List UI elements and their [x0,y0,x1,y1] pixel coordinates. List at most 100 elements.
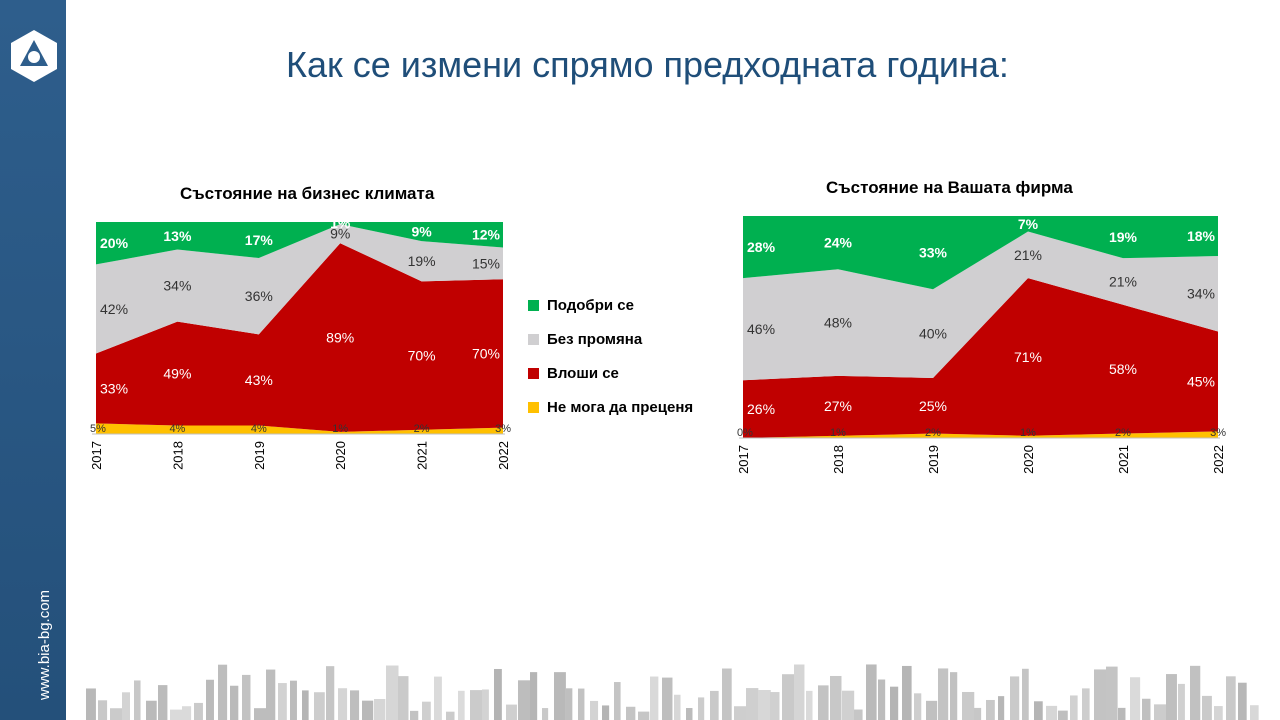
data-label-worse: 71% [1014,349,1042,365]
decor-bar [806,690,813,720]
decor-bar [722,668,732,720]
data-label-worse: 33% [100,380,128,396]
decor-bar [98,700,108,720]
decor-bar [1058,710,1068,720]
decor-bar [1250,705,1259,720]
decor-bar [1070,695,1078,720]
data-label-cannot-tell: 2% [925,427,941,439]
decor-bar [914,693,922,720]
decor-bar [602,705,610,720]
decor-bar [122,692,130,720]
legend-item-cannot-tell: Не мога да преценя [528,390,693,424]
data-label-improved: 9% [411,224,432,240]
decor-bar [1118,707,1126,720]
data-label-worse: 89% [326,330,354,346]
decor-bar [1034,701,1043,720]
decor-bar [674,694,681,720]
decor-bar [446,711,455,720]
data-label-worse: 26% [747,401,775,417]
decor-bar [686,708,693,720]
x-tick-label: 2021 [1116,445,1131,474]
data-label-cannot-tell: 3% [1210,427,1226,439]
area-improved [96,222,503,265]
x-tick-label: 2020 [1021,445,1036,474]
data-label-improved: 7% [1018,216,1039,232]
decor-bar [866,664,877,720]
decor-bar [398,676,409,720]
decor-bar [1046,705,1058,720]
decor-bar [494,668,502,720]
legend-label-unchanged: Без промяна [547,330,643,348]
data-label-improved: 1% [330,215,351,231]
decor-bar [710,690,719,720]
data-label-worse: 25% [919,398,947,414]
decor-bar [374,699,386,720]
data-label-cannot-tell: 1% [830,427,846,439]
decor-bar [1106,666,1118,720]
data-label-worse: 27% [824,398,852,414]
decor-bar [818,685,829,720]
decor-bar [530,672,538,720]
decor-bar [170,709,183,720]
x-tick-label: 2019 [926,445,941,474]
decor-bar [578,688,585,720]
legend-swatch-cannot-tell [528,401,539,413]
area-worse [743,278,1218,438]
decor-bar [1142,698,1151,720]
x-tick-label: 2019 [252,441,267,470]
decor-bar [362,700,374,720]
decor-bar [422,701,431,720]
decor-bar [1202,695,1212,720]
data-label-worse: 58% [1109,361,1137,377]
decor-bar [986,699,995,720]
decor-bar [782,674,795,720]
legend-swatch-improved [528,299,539,311]
decor-bar [134,680,141,720]
decor-bar [698,697,705,720]
data-label-worse: 70% [472,345,500,361]
decor-bar [206,679,214,720]
x-tick-label: 2020 [333,441,348,470]
decor-bar [110,708,123,720]
data-label-cannot-tell: 3% [495,423,511,435]
data-label-improved: 17% [245,232,274,248]
area-improved [743,216,1218,290]
legend-swatch-worse [528,367,539,379]
legend-swatch-unchanged [528,333,539,345]
decor-bar [1166,674,1177,720]
decor-bar [86,688,96,720]
data-label-cannot-tell: 1% [332,423,348,435]
decor-bar [1154,704,1167,720]
decor-bar [194,702,203,720]
decor-bar [254,708,267,720]
data-label-worse: 70% [408,348,436,364]
data-label-unchanged: 36% [245,288,273,304]
data-label-improved: 19% [1109,229,1138,245]
decor-bar [1178,683,1185,720]
data-label-worse: 43% [245,372,273,388]
data-label-improved: 28% [747,239,776,255]
x-tick-label: 2018 [170,441,185,470]
decor-bar [242,674,251,720]
decor-bar [1238,682,1247,720]
data-label-cannot-tell: 5% [90,423,106,435]
x-tick-label: 2017 [89,441,104,470]
data-label-unchanged: 15% [472,255,500,271]
x-tick-label: 2022 [496,441,511,470]
decor-bar [770,692,780,720]
decor-bar [638,711,650,720]
decor-bar [614,682,621,720]
data-label-cannot-tell: 2% [414,423,430,435]
data-label-unchanged: 46% [747,321,775,337]
decor-bar [1022,668,1029,720]
data-label-cannot-tell: 4% [169,423,185,435]
decor-bar [542,708,549,720]
chart-legend: Подобри се Без промяна Влоши се Не мога … [528,288,693,424]
decor-bar [1082,688,1090,720]
decor-bar [146,700,157,720]
area-cannot-tell [96,423,503,434]
bia-logo-icon [11,30,57,82]
decor-bar [326,666,335,720]
data-label-improved: 20% [100,235,129,251]
